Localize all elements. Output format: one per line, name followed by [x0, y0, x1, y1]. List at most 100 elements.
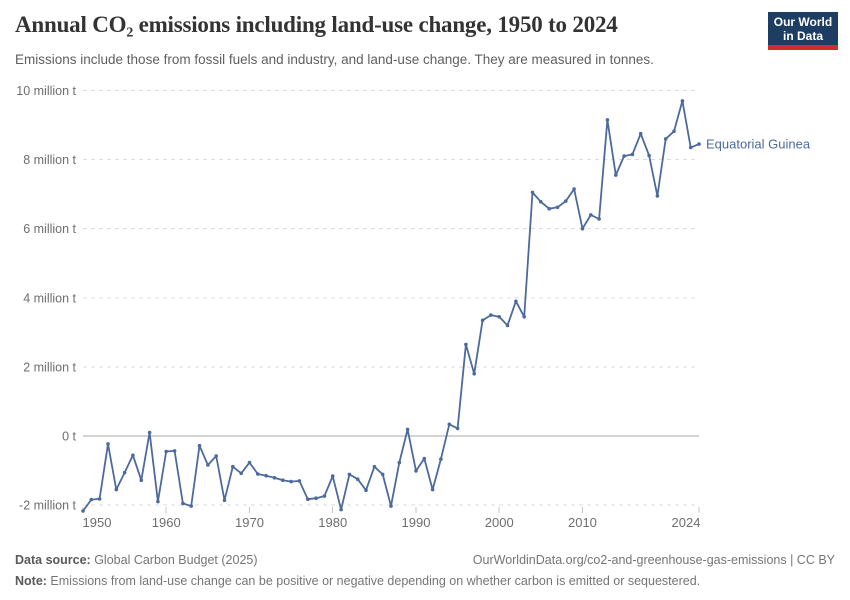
- x-axis-tick-label: 1990: [402, 515, 431, 530]
- x-axis-tick-label: 1970: [235, 515, 264, 530]
- data-point: [655, 194, 660, 198]
- data-point: [139, 478, 144, 483]
- data-point: [322, 494, 327, 498]
- x-axis-tick-label: 2010: [568, 515, 597, 530]
- data-point: [630, 152, 635, 157]
- x-axis-tick-label: 1980: [318, 515, 347, 530]
- data-point: [339, 507, 343, 512]
- note-label: Note:: [15, 574, 47, 588]
- data-point: [597, 217, 601, 221]
- data-point: [530, 190, 535, 195]
- data-point: [480, 318, 485, 323]
- data-source-label: Data source:: [15, 553, 91, 567]
- data-point: [181, 501, 185, 506]
- data-point: [364, 488, 368, 493]
- data-point: [688, 145, 693, 150]
- data-point: [497, 315, 502, 319]
- chart-subtitle: Emissions include those from fossil fuel…: [15, 52, 654, 67]
- y-axis-tick-label: 6 million t: [23, 222, 76, 236]
- data-point: [114, 487, 119, 492]
- data-point: [422, 456, 427, 461]
- y-axis-tick-label: 4 million t: [23, 291, 76, 305]
- data-point: [255, 472, 260, 476]
- data-point: [297, 479, 302, 483]
- owid-logo-line2: in Data: [782, 28, 823, 43]
- data-point: [97, 497, 102, 501]
- data-point: [289, 479, 293, 484]
- data-point: [156, 499, 160, 504]
- y-axis-tick-label: 10 million t: [16, 84, 76, 98]
- x-axis-tick-label: 2000: [485, 515, 514, 530]
- data-point: [564, 199, 568, 203]
- data-point: [330, 474, 335, 478]
- data-point: [231, 464, 235, 469]
- data-point: [472, 372, 477, 376]
- data-point: [81, 509, 85, 513]
- data-point: [505, 323, 510, 328]
- data-point: [264, 473, 268, 478]
- note-value: Emissions from land-use change can be po…: [46, 574, 701, 588]
- data-point: [405, 427, 410, 432]
- data-point: [372, 464, 377, 469]
- data-point: [547, 206, 551, 211]
- chart-note: Note: Emissions from land-use change can…: [15, 570, 835, 592]
- data-point: [663, 137, 668, 141]
- data-point: [281, 478, 285, 483]
- data-point: [514, 299, 518, 304]
- data-point: [355, 477, 360, 482]
- data-point: [638, 131, 643, 136]
- data-point: [455, 426, 460, 431]
- data-point: [539, 200, 543, 204]
- data-point: [164, 449, 168, 454]
- data-point: [397, 460, 402, 465]
- data-point: [272, 476, 277, 480]
- data-point: [489, 313, 493, 317]
- data-point: [697, 142, 701, 146]
- data-point: [347, 472, 352, 477]
- data-point: [580, 226, 585, 231]
- data-point: [447, 422, 452, 427]
- data-point: [106, 442, 110, 446]
- data-point: [206, 463, 210, 467]
- data-point: [572, 187, 576, 191]
- data-point: [522, 315, 526, 319]
- data-point: [430, 487, 435, 492]
- data-point: [214, 454, 218, 458]
- data-point: [380, 472, 385, 477]
- entity-label[interactable]: Equatorial Guinea: [706, 137, 811, 152]
- data-point: [622, 154, 626, 158]
- data-point: [647, 153, 651, 158]
- owid-logo-line1: Our World: [773, 14, 833, 29]
- x-axis-tick-label: 1950: [83, 515, 112, 530]
- data-point: [555, 205, 560, 210]
- data-point: [306, 497, 310, 502]
- data-point: [680, 99, 685, 103]
- data-point: [239, 471, 243, 476]
- data-point: [147, 430, 152, 435]
- data-point: [131, 453, 135, 458]
- data-source: Data source: Global Carbon Budget (2025): [15, 550, 258, 570]
- data-point: [614, 173, 618, 177]
- x-axis-tick-label: 2024: [672, 515, 701, 530]
- data-point: [222, 498, 227, 503]
- owid-logo[interactable]: Our World in Data: [768, 12, 838, 50]
- data-point: [172, 449, 177, 453]
- data-point: [672, 129, 676, 134]
- data-point: [247, 460, 252, 465]
- data-source-value: Global Carbon Budget (2025): [90, 553, 258, 567]
- page-title: Annual CO₂ emissions including land-use …: [15, 12, 618, 37]
- y-axis-tick-label: 2 million t: [23, 360, 76, 374]
- y-axis-tick-label: 0 t: [62, 430, 76, 444]
- data-point: [464, 342, 468, 347]
- y-axis-tick-label: -2 million t: [19, 499, 76, 513]
- y-axis-tick-label: 8 million t: [23, 153, 76, 167]
- source-link[interactable]: OurWorldinData.org/co2-and-greenhouse-ga…: [472, 553, 835, 567]
- data-point: [122, 470, 127, 475]
- data-point: [189, 504, 193, 508]
- data-point: [314, 496, 318, 501]
- data-point: [439, 457, 443, 461]
- data-point: [605, 118, 610, 122]
- chart-footer: Data source: Global Carbon Budget (2025)…: [0, 546, 850, 592]
